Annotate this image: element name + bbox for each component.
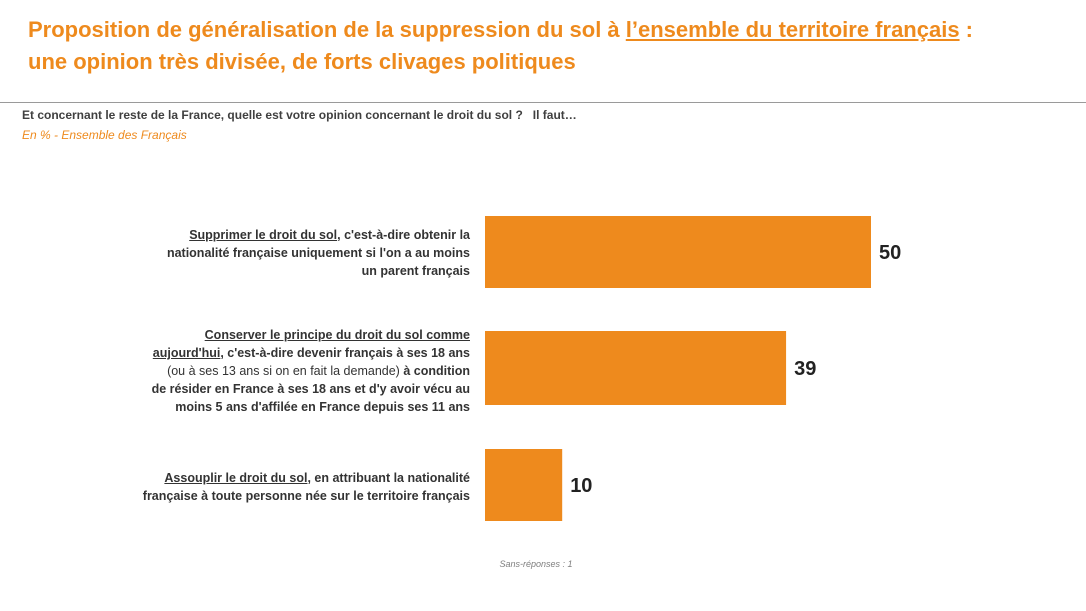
- label-relax-line-2: française à toute personne née sur le te…: [142, 489, 470, 503]
- title-line-1-underlined: l’ensemble du territoire français: [625, 17, 960, 42]
- survey-base: En % - Ensemble des Français: [22, 128, 187, 142]
- category-label-suppress: Supprimer le droit du sol, c'est-à-dire …: [167, 226, 470, 280]
- question-suffix: Il faut…: [532, 108, 577, 122]
- label-keep-line-3-normal: (ou à ses 13 ans si on en fait la demand…: [167, 364, 400, 378]
- chart-title: Proposition de généralisation de la supp…: [28, 14, 1068, 78]
- footnote-no-answer: Sans-réponses : 1: [499, 559, 573, 569]
- label-keep-line-2: , c'est-à-dire devenir français à ses 18…: [220, 346, 470, 360]
- label-suppress-line-1: , c'est-à-dire obtenir la: [337, 228, 470, 242]
- title-line-1-end: :: [959, 17, 974, 42]
- category-label-relax: Assouplir le droit du sol, en attribuant…: [143, 469, 470, 505]
- question-text: Et concernant le reste de la France, que…: [22, 108, 523, 122]
- survey-question: Et concernant le reste de la France, que…: [22, 108, 577, 122]
- bar-suppress: [485, 216, 871, 288]
- label-keep-line-5: moins 5 ans d'affilée en France depuis s…: [175, 400, 470, 414]
- category-label-keep: Conserver le principe du droit du sol co…: [152, 326, 470, 416]
- bar-relax: [485, 449, 563, 521]
- value-label-keep: 39: [794, 358, 816, 380]
- title-divider: [0, 102, 1086, 103]
- title-line-1-start: Proposition de généralisation de la supp…: [28, 17, 626, 42]
- label-suppress-line-3: un parent français: [361, 264, 470, 278]
- label-relax-underlined: Assouplir le droit du sol: [164, 471, 308, 485]
- label-keep-underlined-2: aujourd'hui: [152, 346, 221, 360]
- label-keep-line-4: de résider en France à ses 18 ans et d'y…: [151, 382, 470, 396]
- label-relax-line-1: , en attribuant la nationalité: [307, 471, 470, 485]
- label-keep-underlined-1: Conserver le principe du droit du sol co…: [204, 328, 470, 342]
- title-line-2: une opinion très divisée, de forts cliva…: [28, 49, 576, 74]
- label-keep-line-3-bold: à condition: [399, 364, 470, 378]
- label-suppress-underlined: Supprimer le droit du sol: [189, 228, 338, 242]
- value-label-relax: 10: [570, 475, 592, 497]
- title-line-1: Proposition de généralisation de la supp…: [28, 14, 1068, 46]
- bar-keep: [485, 331, 787, 405]
- value-label-suppress: 50: [879, 242, 901, 264]
- label-suppress-line-2: nationalité française uniquement si l'on…: [166, 246, 470, 260]
